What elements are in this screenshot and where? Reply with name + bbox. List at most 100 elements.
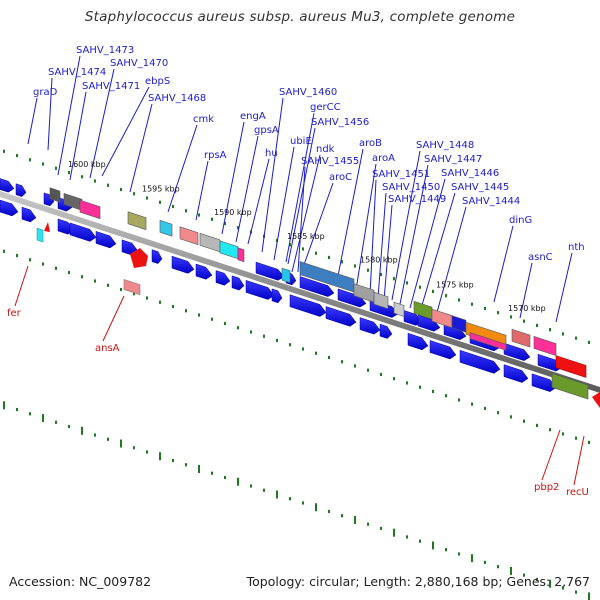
gene-label-sahv-1470: SAHV_1470	[110, 58, 168, 69]
leader-line	[435, 206, 467, 317]
gene-label-sahv-1473: SAHV_1473	[76, 45, 134, 56]
gene-arrow-lower	[21, 206, 37, 223]
gene-label-cmk: cmk	[193, 114, 214, 125]
leader-line	[377, 192, 387, 299]
gene-label-sahv-1455: SAHV_1455	[301, 156, 359, 167]
gene-arrow-lower	[325, 306, 357, 327]
gene-arrow-lower	[503, 364, 529, 383]
leader-line	[247, 158, 270, 245]
gene-label-ebps: ebpS	[145, 76, 170, 87]
gene-arrow-upper	[255, 261, 285, 281]
gene-arrow-lower	[429, 340, 457, 360]
gene-arrow-upper	[43, 192, 55, 207]
gene-label-ubie: ubiE	[290, 136, 312, 147]
gene-arrow-upper	[0, 178, 15, 193]
gene-label-sahv-1456: SAHV_1456	[311, 117, 369, 128]
genome-backbone	[0, 191, 600, 393]
feature-box	[179, 226, 199, 246]
leader-line	[419, 192, 456, 313]
gene-label-sahv-1460: SAHV_1460	[279, 87, 337, 98]
feature-ansA-head	[130, 248, 148, 268]
gene-arrow-lower	[359, 317, 381, 335]
gene-arrow-upper	[299, 276, 335, 297]
leader-line	[409, 178, 446, 309]
accession-text: Accession: NC_009782	[9, 574, 152, 589]
tick-label-3: 1585 kbp	[287, 232, 325, 241]
gene-label-arob: aroB	[359, 138, 382, 149]
feature-pbp2	[551, 372, 589, 400]
gene-label-pbp2: pbp2	[534, 482, 559, 493]
gene-label-gercc: gerCC	[310, 102, 341, 113]
gene-label-sahv-1471: SAHV_1471	[82, 81, 140, 92]
gene-label-fer: fer	[7, 308, 22, 319]
gene-features	[0, 178, 600, 408]
genome-summary: Topology: circular; Length: 2,880,168 bp…	[246, 574, 590, 589]
gene-arrow-upper	[503, 342, 531, 361]
leader-line	[519, 262, 533, 319]
gene-labels: graD SAHV_1474 SAHV_1473 SAHV_1471 SAHV_1470…	[7, 45, 589, 498]
gene-arrow-lower	[379, 323, 393, 339]
leader-line	[297, 166, 306, 273]
feature-box	[281, 267, 291, 284]
feature-ansA	[123, 279, 141, 296]
gene-label-sahv-1468: SAHV_1468	[148, 93, 206, 104]
map-title: Staphylococcus aureus subsp. aureus Mu3,…	[84, 9, 516, 25]
gene-arrow-lower	[231, 275, 245, 291]
leader-line	[69, 91, 87, 181]
leader-line	[299, 182, 334, 277]
leader-line	[355, 163, 377, 291]
tick-label-6: 1570 kbp	[508, 304, 546, 313]
gene-label-sahv-1446: SAHV_1446	[441, 168, 499, 179]
gene-label-sahv-1447: SAHV_1447	[424, 154, 482, 165]
gene-label-sahv-1474: SAHV_1474	[48, 67, 106, 78]
gene-arrow-lower	[271, 288, 283, 304]
feature-box	[511, 328, 531, 348]
gene-arrow-lower	[459, 349, 501, 374]
gene-label-sahv-1449: SAHV_1449	[388, 194, 446, 205]
leader-line	[195, 160, 209, 221]
gene-arrow-lower	[531, 373, 557, 392]
feature-box	[49, 187, 61, 203]
dotted-guides	[3, 149, 590, 600]
feature-fer	[36, 227, 44, 243]
leader-line	[555, 252, 573, 323]
gene-arrow-lower	[195, 263, 213, 280]
gene-label-aroa: aroA	[372, 153, 395, 164]
gene-label-sahv-1445: SAHV_1445	[451, 182, 509, 193]
leader-line	[101, 86, 150, 177]
kbp-ticks: 1600 kbp 1595 kbp 1590 kbp 1585 kbp 1580 kbp…	[68, 160, 546, 313]
feature-fer-head	[44, 222, 50, 232]
gene-arrow-lower	[151, 249, 163, 264]
gene-label-asnc: asnC	[528, 252, 553, 263]
gene-label-ndk: ndk	[316, 144, 335, 155]
backbone-band	[0, 191, 600, 393]
feature-box	[159, 219, 173, 237]
leader-line	[129, 103, 153, 193]
feature-box	[373, 291, 389, 310]
gene-label-hu: hu	[265, 148, 278, 159]
feature-recU	[555, 355, 587, 378]
leader-line	[221, 121, 245, 235]
leader-line	[291, 154, 321, 273]
leader-line	[167, 124, 198, 213]
gene-label-sahv-1450: SAHV_1450	[382, 182, 440, 193]
gene-label-grad: graD	[33, 87, 58, 98]
feature-box	[199, 232, 221, 253]
leader-line	[541, 429, 561, 481]
gene-label-recu: recU	[566, 487, 589, 498]
gene-label-ding: dinG	[509, 215, 532, 226]
leader-line	[335, 148, 364, 287]
tick-label-0: 1600 kbp	[68, 160, 106, 169]
leader-line	[27, 97, 38, 145]
gene-arrow-upper	[417, 314, 441, 332]
feature-box	[533, 336, 557, 357]
gene-label-enga: engA	[240, 111, 266, 122]
leader-line	[89, 68, 115, 179]
gene-label-sahv-1444: SAHV_1444	[462, 196, 520, 207]
tick-label-5: 1575 kbp	[436, 280, 474, 289]
feature-recU-head	[592, 392, 600, 408]
leader-line	[261, 97, 284, 253]
leader-line	[399, 164, 429, 305]
feature-box	[237, 247, 245, 263]
